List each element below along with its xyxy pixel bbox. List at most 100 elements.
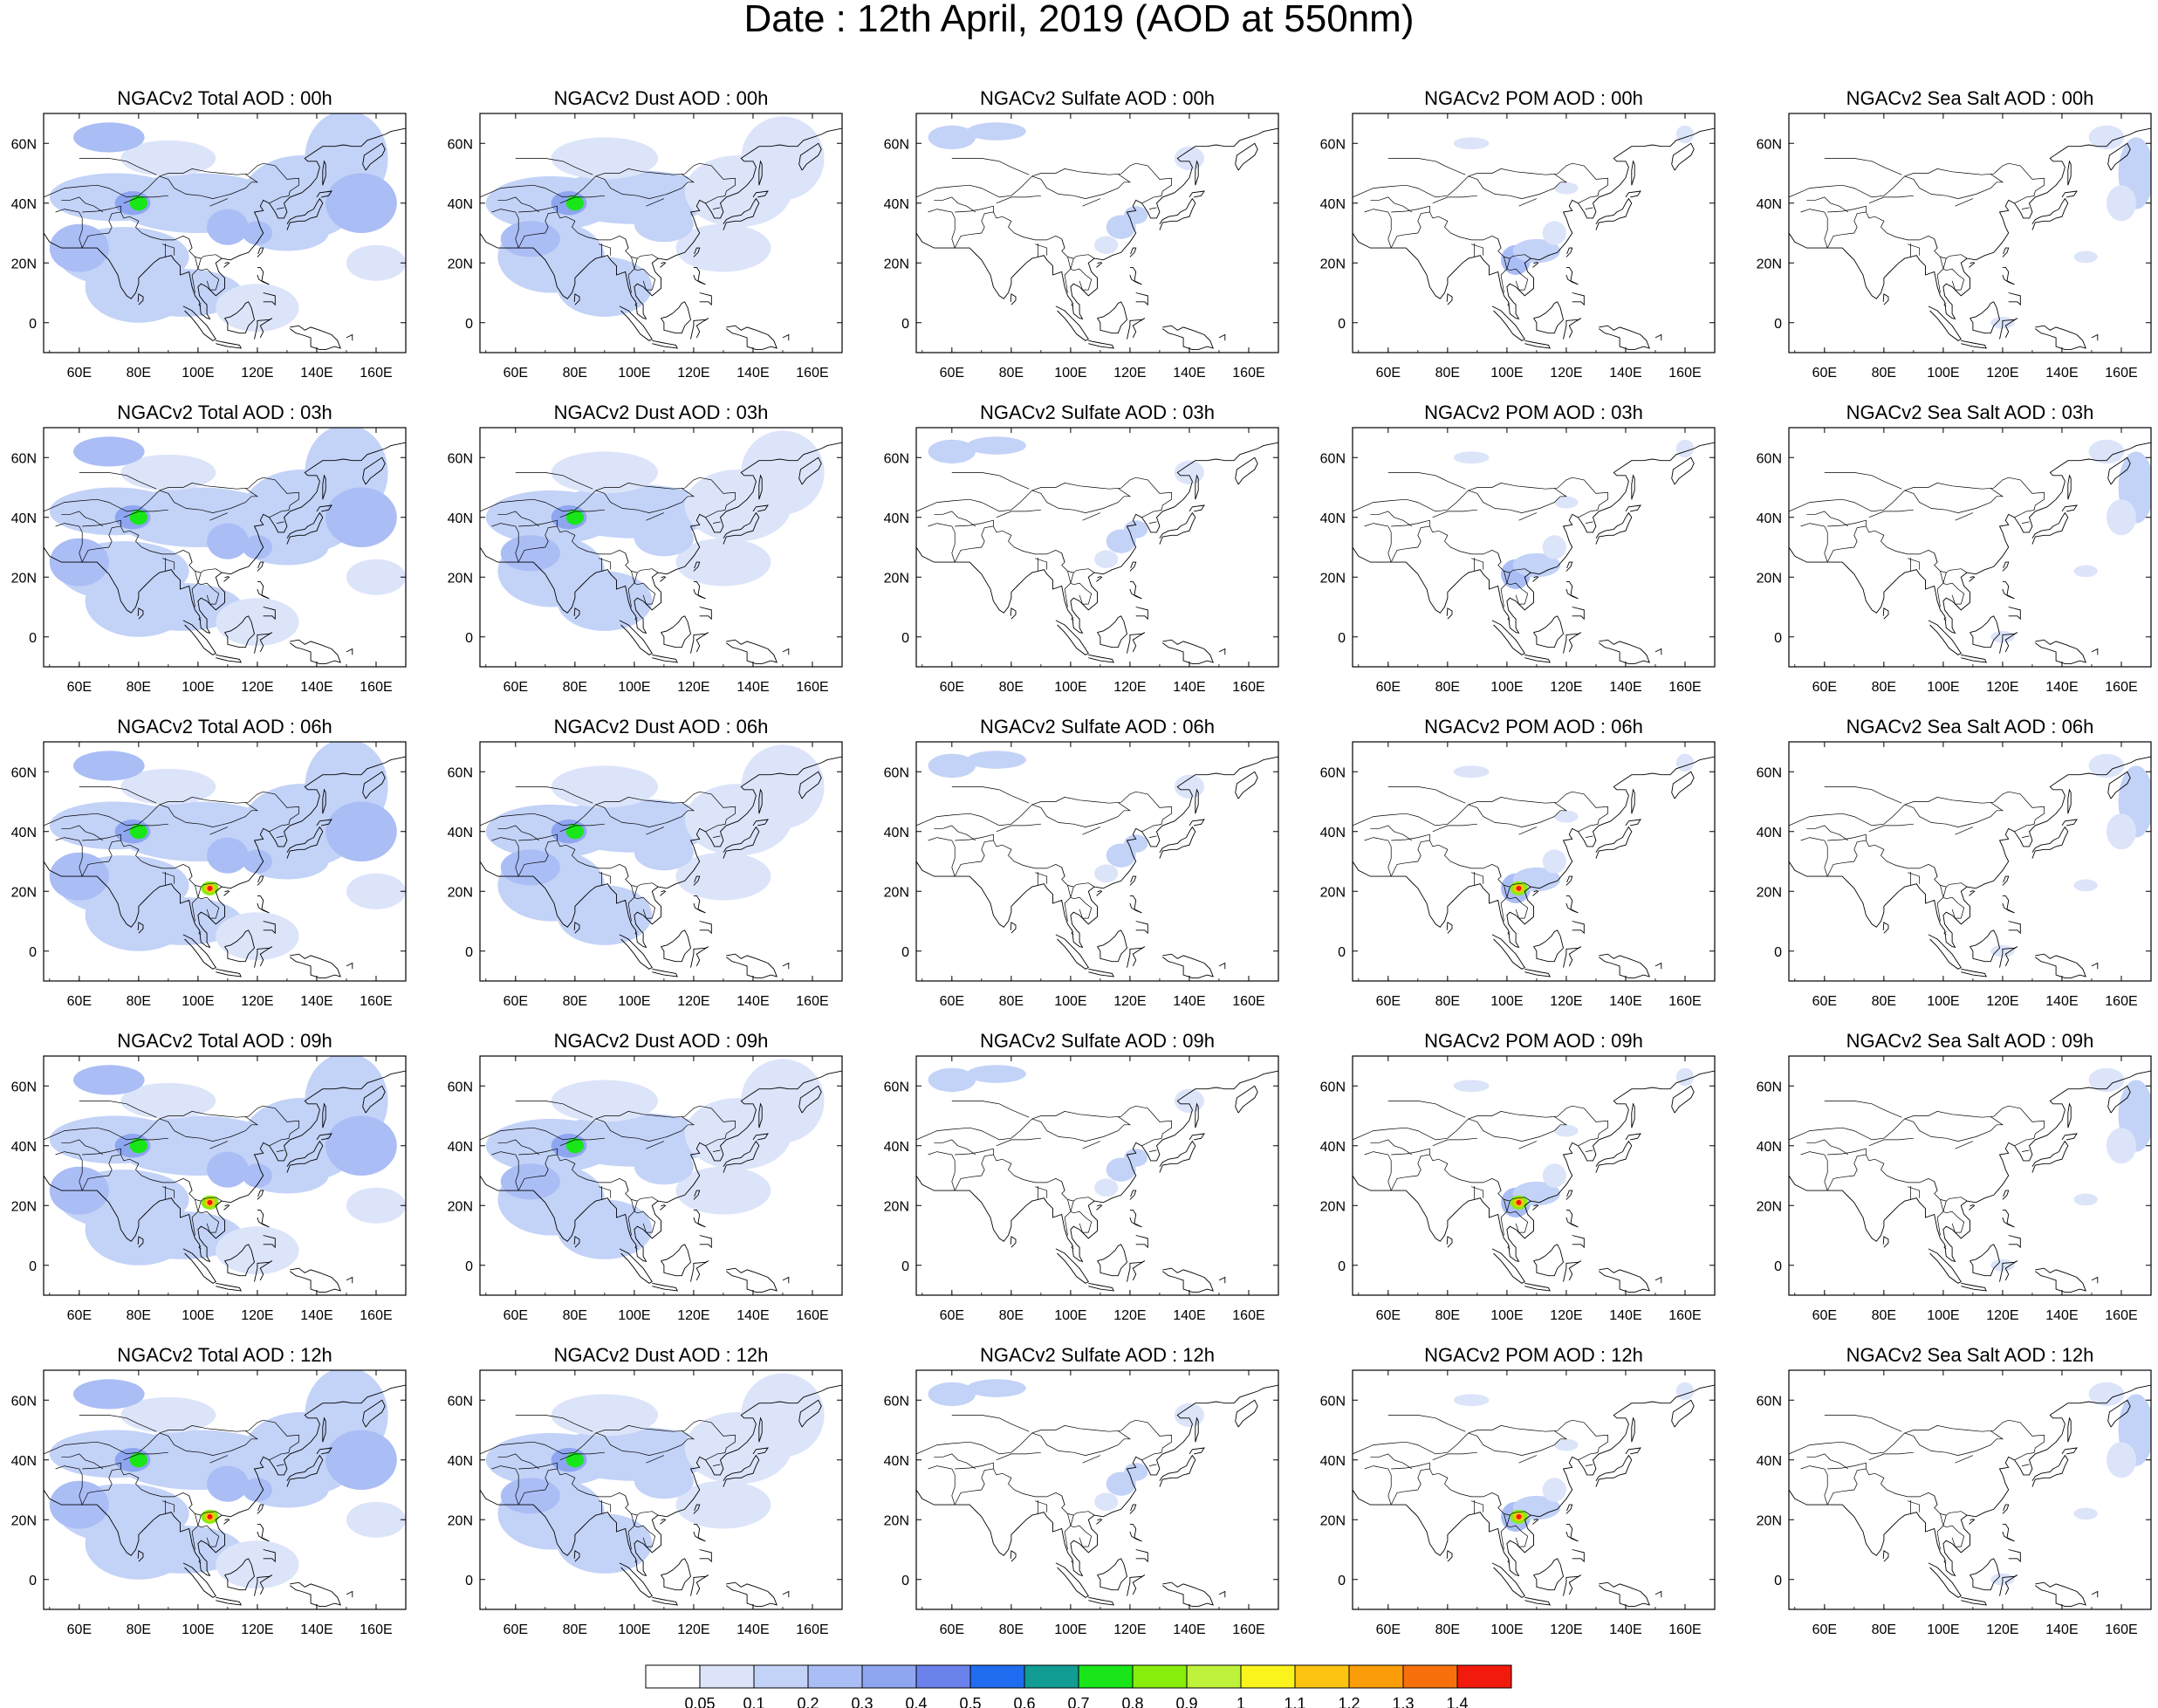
map-frame xyxy=(1788,427,2152,668)
coastline xyxy=(1524,968,1551,977)
coastline xyxy=(1010,607,1017,620)
coastline xyxy=(782,1590,790,1598)
country-border xyxy=(1868,1451,1914,1461)
country-border xyxy=(1470,1186,1484,1198)
coastline xyxy=(652,654,678,663)
coastline xyxy=(322,1416,326,1443)
y-tick-label: 0 xyxy=(465,317,473,332)
coastline xyxy=(1491,1248,1525,1284)
aerosol-plume xyxy=(1542,1163,1566,1188)
panel-title: NGACv2 Dust AOD : 09h xyxy=(554,1030,769,1052)
aerosol-plume xyxy=(966,1379,1026,1397)
coastline xyxy=(660,262,667,268)
y-tick-label: 40N xyxy=(1320,1140,1346,1155)
country-border xyxy=(1943,1560,1947,1564)
coastline xyxy=(1961,1282,1987,1292)
map-panel-r4-c3: NGACv2 POM AOD : 12h 60E 80E 100E 120E 140E 16… xyxy=(1320,1344,1716,1637)
coastline xyxy=(1532,1204,1539,1211)
coastline xyxy=(286,1454,324,1487)
x-tick-label: 100E xyxy=(1927,680,1959,695)
country-border xyxy=(1064,885,1072,922)
country-border xyxy=(1506,573,1529,605)
coastline xyxy=(1882,607,1889,620)
x-tick-label: 60E xyxy=(940,680,964,695)
aerosol-plume xyxy=(2088,1067,2125,1093)
country-border xyxy=(515,158,593,175)
coastline xyxy=(1595,511,1633,545)
aerosol-plume xyxy=(675,1480,771,1529)
country-border xyxy=(198,1245,202,1250)
panel-title: NGACv2 Total AOD : 00h xyxy=(117,87,332,109)
map-frame xyxy=(43,427,407,668)
aerosol-plume xyxy=(966,751,1026,769)
country-border xyxy=(642,1537,653,1547)
aerosol-plume xyxy=(242,221,272,245)
coastline xyxy=(1671,142,1695,171)
coastline xyxy=(1162,639,1214,665)
colorbar-label: 0.2 xyxy=(797,1695,819,1708)
coastline xyxy=(1195,788,1199,814)
x-tick-label: 160E xyxy=(796,680,828,695)
country-border xyxy=(1800,209,1828,249)
country-border xyxy=(1951,1223,1962,1233)
map-frame xyxy=(1352,1055,1716,1296)
country-border xyxy=(625,238,629,249)
coastline xyxy=(699,292,712,306)
coastline xyxy=(661,615,691,648)
x-tick-label: 160E xyxy=(360,994,392,1009)
coastline xyxy=(257,895,270,914)
coastline xyxy=(224,615,255,648)
x-tick-label: 160E xyxy=(796,366,828,381)
country-border xyxy=(1789,1419,2045,1455)
y-tick-label: 60N xyxy=(1757,1394,1782,1409)
coastline xyxy=(1129,1523,1142,1542)
country-border xyxy=(1141,1138,1162,1147)
y-tick-label: 20N xyxy=(11,257,37,271)
country-border xyxy=(1031,802,1132,827)
y-tick-label: 60N xyxy=(1757,1080,1782,1094)
country-border xyxy=(1082,512,1101,521)
y-tick-label: 40N xyxy=(448,197,473,212)
aerosol-plume xyxy=(325,1115,397,1176)
coastline xyxy=(723,197,760,230)
aerosol-plume xyxy=(346,873,406,909)
country-border xyxy=(61,196,104,213)
x-tick-label: 100E xyxy=(1490,994,1523,1009)
x-tick-label: 100E xyxy=(182,1308,214,1323)
aerosol-plume xyxy=(1453,137,1490,150)
y-tick-label: 0 xyxy=(29,631,37,646)
country-border xyxy=(198,1560,202,1564)
country-border xyxy=(1432,195,1477,204)
coastline xyxy=(1532,1519,1539,1525)
coastline xyxy=(1127,318,1146,340)
y-tick-label: 0 xyxy=(1338,631,1346,646)
coastline xyxy=(2035,325,2086,351)
coastline xyxy=(2002,266,2015,285)
country-border xyxy=(1031,1430,1132,1456)
coastline xyxy=(1631,160,1635,186)
map-frame xyxy=(915,113,1279,353)
aerosol-plume xyxy=(557,1513,653,1574)
country-border xyxy=(1868,1137,1914,1147)
x-tick-label: 120E xyxy=(677,1622,709,1637)
x-tick-label: 160E xyxy=(360,1622,392,1637)
x-tick-label: 80E xyxy=(127,1308,151,1323)
colorbar-swatch xyxy=(861,1664,917,1689)
country-border xyxy=(627,257,635,293)
country-border xyxy=(1031,1116,1132,1142)
coastline xyxy=(1446,922,1453,934)
coastline xyxy=(137,293,144,305)
coastline xyxy=(752,504,769,512)
country-border xyxy=(712,521,721,524)
country-border xyxy=(1387,1415,1466,1432)
country-border xyxy=(625,552,629,563)
country-border xyxy=(1429,1154,1531,1202)
country-border xyxy=(1506,1201,1529,1233)
coastline xyxy=(726,325,778,351)
x-tick-label: 100E xyxy=(1054,1622,1086,1637)
panel-title: NGACv2 Sulfate AOD : 09h xyxy=(980,1030,1215,1052)
aerosol-plume xyxy=(1675,1382,1695,1401)
y-tick-label: 40N xyxy=(1757,826,1782,840)
panel-title: NGACv2 Sulfate AOD : 00h xyxy=(980,87,1215,109)
coastline xyxy=(1491,620,1525,655)
